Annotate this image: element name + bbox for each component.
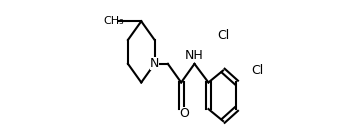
Text: Cl: Cl — [252, 64, 264, 77]
Text: CH₃: CH₃ — [103, 16, 124, 26]
Text: O: O — [179, 107, 190, 120]
Text: Cl: Cl — [217, 29, 229, 42]
Text: NH: NH — [185, 49, 204, 62]
Text: N: N — [150, 57, 159, 70]
